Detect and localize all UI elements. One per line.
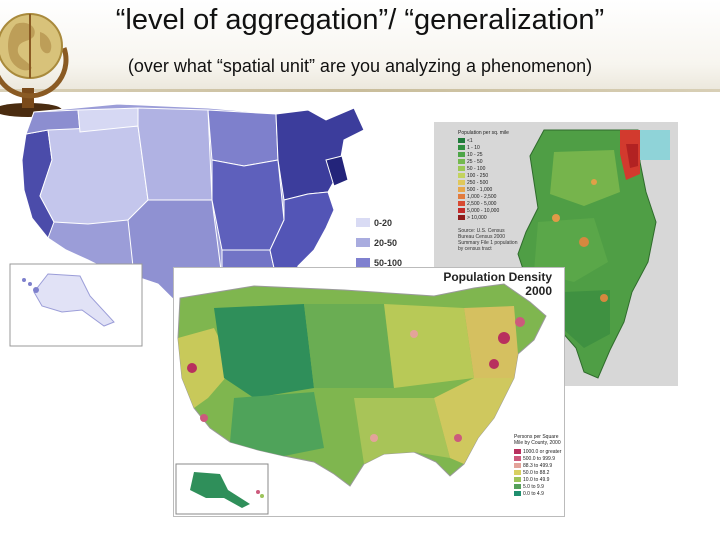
county-legend-row: 1000.0 or greater	[514, 449, 562, 456]
slide-subtitle: (over what “spatial unit” are you analyz…	[127, 56, 593, 76]
county-legend-swatch	[514, 477, 521, 483]
county-legend: Persons per Square Mile by County, 2000 …	[514, 434, 562, 498]
illinois-legend-row: 100 - 250	[458, 173, 520, 180]
county-legend-label: 5.0 to 9.9	[523, 484, 544, 490]
legend-label: 20-50	[374, 237, 398, 248]
county-legend-label: 88.3 to 499.9	[523, 463, 553, 469]
population-density-title: Population Density 2000	[392, 270, 552, 299]
county-density-map: Persons per Square Mile by County, 2000 …	[174, 268, 564, 516]
illinois-legend-swatch	[458, 201, 465, 207]
illinois-legend-row: 1 - 10	[458, 145, 520, 152]
county-legend-row: 10.0 to 49.9	[514, 477, 562, 484]
illinois-legend-swatch	[458, 180, 465, 186]
illinois-legend-row: 10 - 25	[458, 152, 520, 159]
county-legend-swatch	[514, 449, 521, 455]
illinois-legend-row: 50 - 100	[458, 166, 520, 173]
illinois-legend-row: 25 - 50	[458, 159, 520, 166]
illinois-legend-label: 250 - 500	[467, 180, 489, 186]
county-legend-row: 5.0 to 9.9	[514, 484, 562, 491]
slide-title: “level of aggregation”/ “generalization”	[115, 4, 605, 36]
illinois-legend-row: 1,000 - 2,500	[458, 194, 520, 201]
county-legend-row: 88.3 to 499.9	[514, 463, 562, 470]
legend-swatch	[356, 218, 370, 228]
county-legend-row: 500.0 to 999.9	[514, 456, 562, 463]
legend-label: 0-20	[374, 217, 393, 228]
illinois-legend-swatch	[458, 138, 465, 144]
county-legend-swatch	[514, 463, 521, 469]
illinois-legend-row: 250 - 500	[458, 180, 520, 187]
illinois-legend-swatch	[458, 215, 465, 221]
illinois-legend-row: 5,000 - 10,000	[458, 208, 520, 215]
illinois-legend-label: 500 - 1,000	[467, 187, 493, 193]
illinois-legend-swatch	[458, 145, 465, 151]
title-divider	[0, 89, 720, 92]
illinois-legend-title: Population per sq. mile	[458, 130, 509, 136]
illinois-legend-swatch	[458, 194, 465, 200]
illinois-legend-swatch	[458, 208, 465, 214]
illinois-legend-label: 100 - 250	[467, 173, 489, 179]
county-legend-row: 50.0 to 88.2	[514, 470, 562, 477]
population-density-title-line1: Population Density	[443, 270, 552, 284]
county-legend-swatch	[514, 491, 521, 497]
illinois-legend-items: <1 1 - 10 10 - 25 25 - 50 50 - 100 100 - 250 2…	[458, 138, 520, 222]
county-legend-title: Persons per Square Mile by County, 2000	[514, 434, 561, 446]
legend-swatch	[356, 238, 370, 248]
illinois-legend-swatch	[458, 159, 465, 165]
illinois-legend-swatch	[458, 187, 465, 193]
title-band	[0, 0, 720, 92]
illinois-legend-row: <1	[458, 138, 520, 145]
county-legend-swatch	[514, 456, 521, 462]
illinois-legend-label: 50 - 100	[467, 166, 486, 172]
illinois-legend: Population per sq. mile <1 1 - 10 10 - 25 2…	[458, 130, 520, 252]
illinois-legend-row: > 10,000	[458, 215, 520, 222]
population-density-title-line2: 2000	[525, 283, 552, 298]
county-legend-label: 500.0 to 999.9	[523, 456, 555, 462]
illinois-legend-label: 5,000 - 10,000	[467, 208, 500, 214]
illinois-legend-label: 2,500 - 5,000	[467, 201, 497, 207]
illinois-legend-swatch	[458, 166, 465, 172]
county-legend-label: 0.0 to 4.9	[523, 491, 544, 497]
illinois-source-note: Source: U.S. Census Bureau Census 2000 S…	[458, 228, 518, 252]
illinois-legend-label: <1	[467, 138, 473, 144]
county-legend-items: 1000.0 or greater 500.0 to 999.9 88.3 to 4…	[514, 449, 562, 498]
legend-swatch	[356, 258, 370, 268]
illinois-legend-label: 10 - 25	[467, 152, 483, 158]
county-legend-label: 10.0 to 49.9	[523, 477, 550, 483]
county-legend-row: 0.0 to 4.9	[514, 491, 562, 498]
illinois-legend-swatch	[458, 173, 465, 179]
illinois-legend-swatch	[458, 152, 465, 158]
legend-label: 50-100	[374, 257, 403, 268]
county-legend-swatch	[514, 470, 521, 476]
illinois-legend-row: 500 - 1,000	[458, 187, 520, 194]
county-legend-label: 1000.0 or greater	[523, 449, 562, 455]
illinois-legend-label: 25 - 50	[467, 159, 483, 165]
illinois-legend-row: 2,500 - 5,000	[458, 201, 520, 208]
illinois-legend-label: 1,000 - 2,500	[467, 194, 497, 200]
county-legend-label: 50.0 to 88.2	[523, 470, 550, 476]
illinois-legend-label: > 10,000	[467, 215, 487, 221]
county-legend-swatch	[514, 484, 521, 490]
illinois-legend-label: 1 - 10	[467, 145, 480, 151]
county-map-graphic	[175, 283, 547, 515]
